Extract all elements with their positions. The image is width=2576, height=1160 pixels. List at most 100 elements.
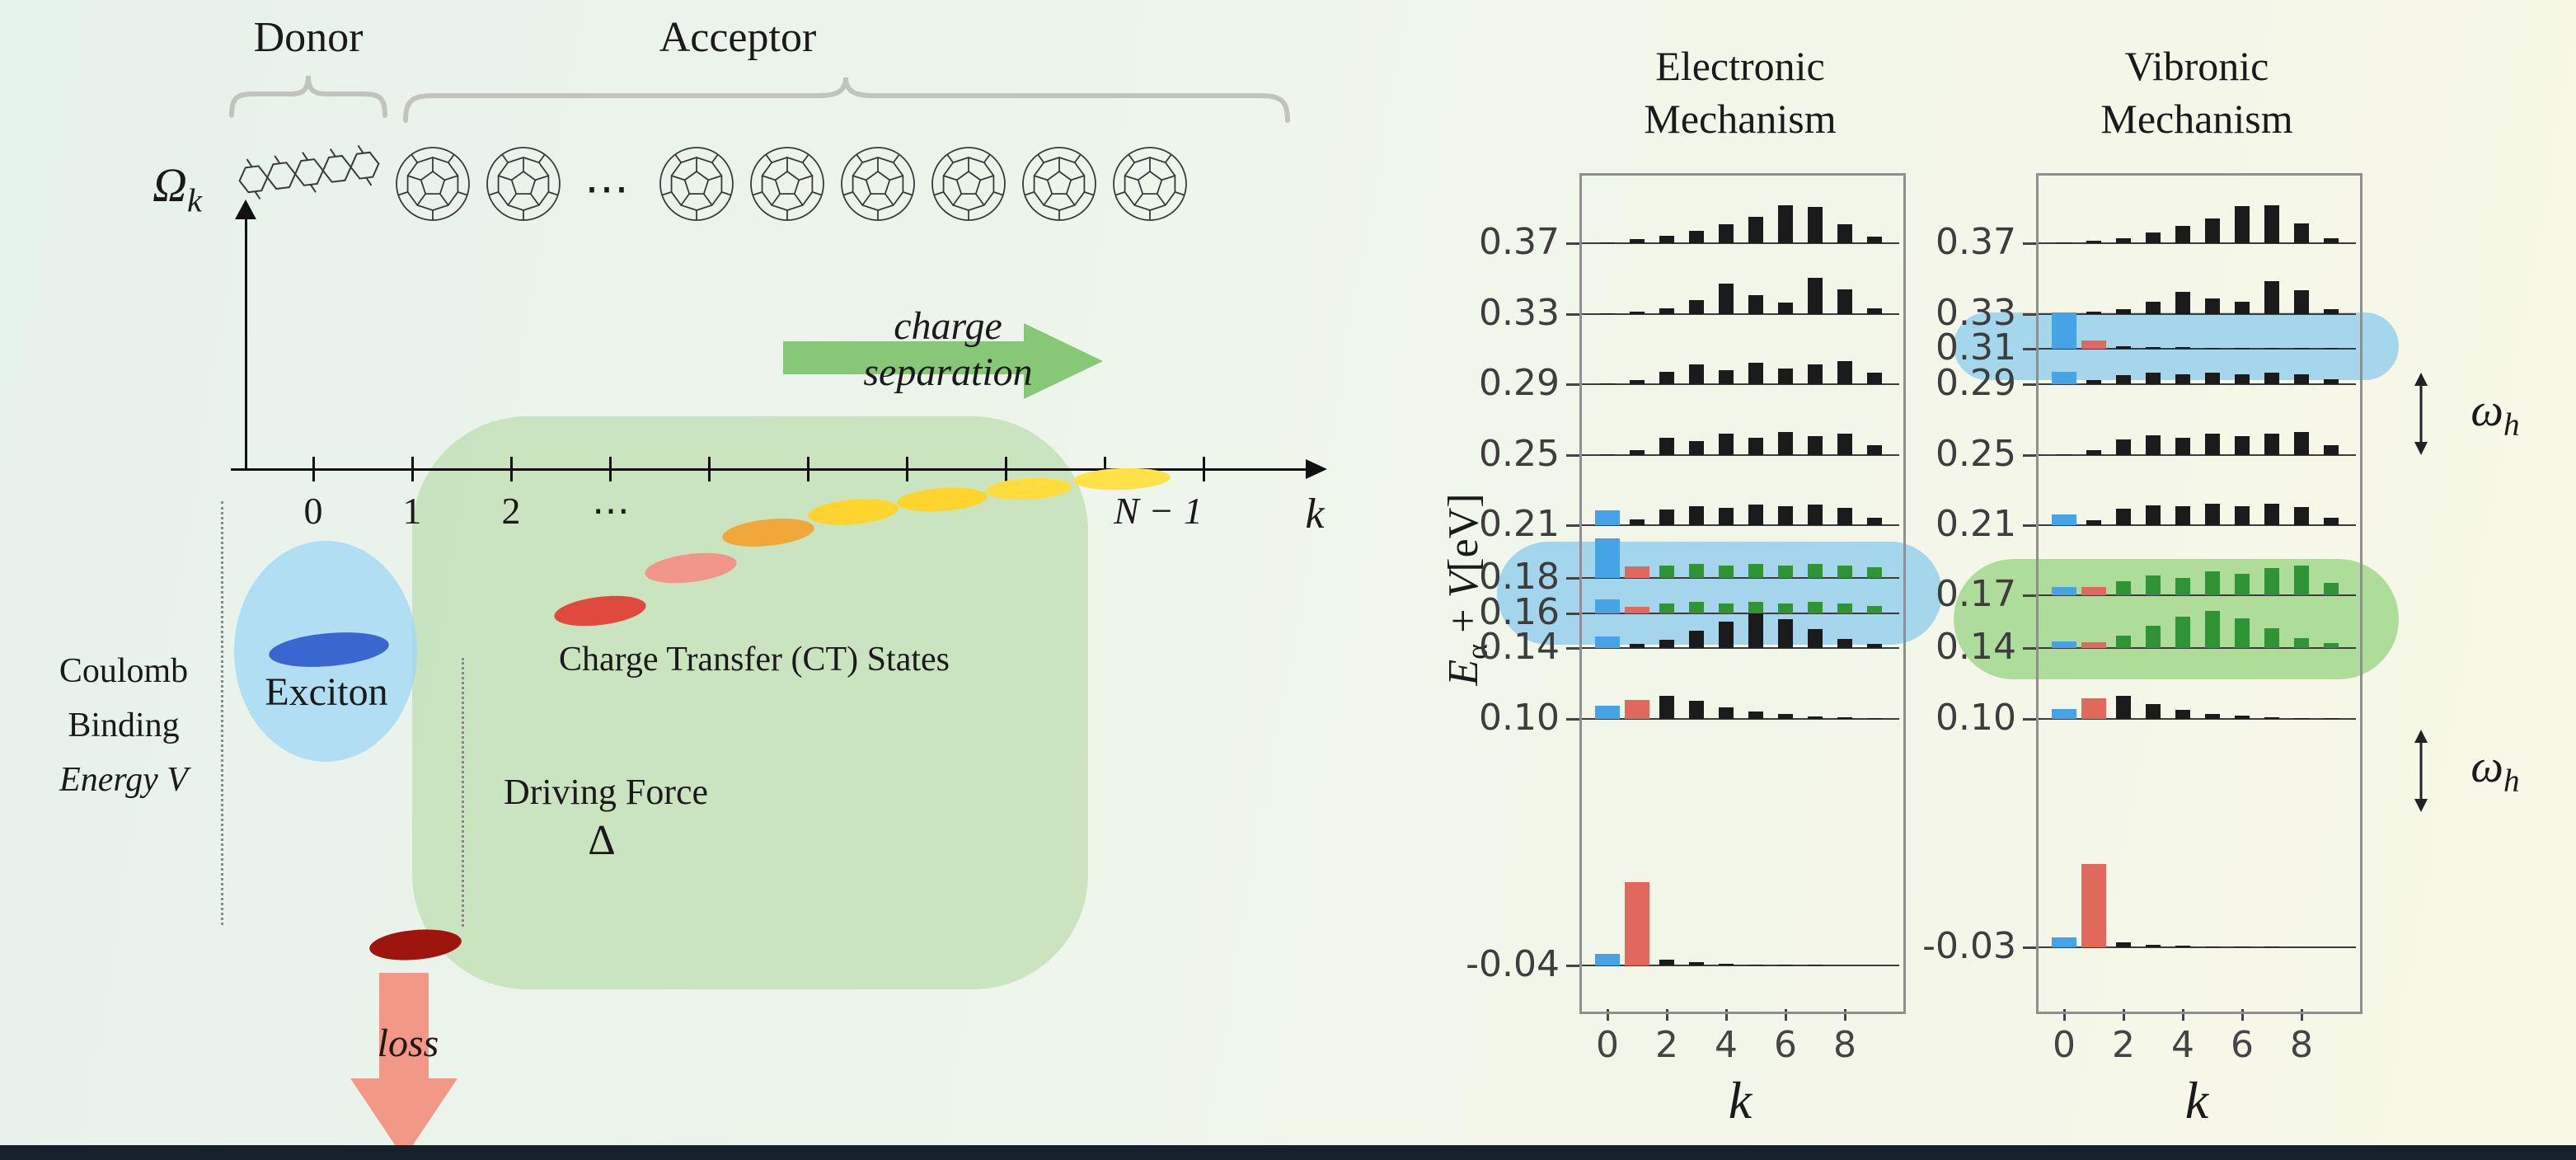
highlight-blue [1954, 312, 2399, 381]
bar-b [2052, 641, 2076, 649]
y-axis-arrowhead-icon [235, 200, 256, 219]
bar-g [2175, 617, 2190, 649]
bar-k [1778, 369, 1793, 385]
spectrum-baseline [1581, 717, 1899, 720]
x-tick-mark [1607, 1009, 1609, 1021]
bar-k [2235, 206, 2250, 244]
x-axis-tick-1 [411, 457, 414, 481]
bar-k [2264, 946, 2279, 948]
bar-k [1748, 437, 1763, 455]
bar-k [1689, 505, 1704, 525]
bar-r [1625, 699, 1649, 719]
bar-b [1595, 636, 1620, 649]
bar-g [1659, 565, 1674, 578]
x-tick-label: 4 [1715, 1024, 1738, 1066]
bar-k [2294, 289, 2309, 314]
bar-g [1837, 603, 1852, 613]
y-tick-mark [1566, 647, 1579, 650]
bar-k [2294, 717, 2309, 719]
donor-molecule-icon [238, 144, 380, 200]
spectrum-baseline [2038, 348, 2356, 350]
omega-arrow-2-icon [2414, 730, 2428, 812]
bar-k [2175, 291, 2190, 314]
bar-k [1630, 239, 1645, 244]
x-tick-label: 8 [1833, 1024, 1856, 1066]
coulomb-label-1: Coulomb [59, 652, 189, 690]
bar-k [1808, 716, 1823, 719]
bar-k [2086, 380, 2101, 385]
bar-g [2294, 566, 2309, 596]
bar-k [1808, 277, 1823, 314]
y-tick-label: 0.33 [1479, 291, 1560, 334]
spectrum-baseline [2038, 946, 2356, 949]
y-tick-mark [1566, 453, 1579, 457]
bar-k [1630, 449, 1645, 455]
bar-k [1837, 433, 1852, 455]
bar-k [1689, 299, 1704, 314]
spectrum-baseline [2038, 453, 2356, 456]
bar-k [1630, 644, 1645, 649]
x-axis-tick-3 [609, 457, 612, 481]
y-tick-label: 0.37 [1936, 221, 2016, 264]
coulomb-label-3: Energy V [59, 761, 188, 799]
bar-k [1778, 619, 1793, 649]
bar-k [1659, 509, 1674, 525]
loss-arrow [350, 973, 457, 1158]
bar-k [1630, 311, 1645, 314]
bar-k [1808, 435, 1823, 455]
bar-r [1625, 606, 1649, 613]
x-tick-label: 0 [1596, 1024, 1619, 1066]
bar-g [2235, 618, 2250, 649]
bar-k [2146, 945, 2161, 948]
omega2-symbol: ω [2470, 741, 2503, 792]
bar-b [2052, 372, 2076, 385]
y-tick-label: 0.21 [1479, 502, 1560, 545]
bar-k [2146, 505, 2161, 525]
bar-k [1867, 644, 1882, 649]
bar-k [2324, 308, 2339, 314]
spectrum-baseline [2038, 383, 2356, 386]
chart2-title-line1: Vibronic [2124, 43, 2269, 89]
bar-k [2205, 946, 2220, 948]
bar-k [1837, 289, 1852, 314]
y-tick-label: 0.21 [1936, 502, 2016, 545]
bar-g [1689, 563, 1704, 578]
bar-k [1778, 431, 1793, 455]
x-axis-tick-6 [906, 457, 908, 481]
bar-k [1867, 444, 1882, 455]
bar-g [1808, 601, 1823, 613]
bar-b [1595, 538, 1620, 578]
ct-states-label: Charge Transfer (CT) States [559, 641, 950, 679]
bar-k [2294, 506, 2309, 525]
charge-separation-arrow [783, 323, 1103, 399]
bar-k [2205, 348, 2220, 350]
spectrum-baseline [1581, 612, 1899, 614]
bar-k [1778, 713, 1793, 719]
bar-g [2235, 574, 2250, 596]
y-tick-mark [2023, 647, 2036, 650]
x-tick-label: 8 [2290, 1024, 2313, 1066]
bar-k [1659, 695, 1674, 719]
bar-k [2235, 505, 2250, 525]
bar-k [1867, 717, 1882, 719]
y-tick-mark [1566, 612, 1579, 615]
bar-k [2175, 505, 2190, 525]
y-tick-mark [1566, 964, 1579, 967]
y-tick-label: 0.16 [1479, 590, 1560, 633]
bar-k [1748, 363, 1763, 385]
bar-k [2235, 301, 2250, 314]
y-tick-mark [1566, 576, 1579, 580]
bar-k [2294, 374, 2309, 385]
y-tick-label: 0.18 [1479, 555, 1560, 598]
bar-k [2116, 695, 2131, 719]
y-tick-label: 0.25 [1936, 432, 2016, 475]
bar-k [1689, 961, 1704, 965]
bar-k [2264, 373, 2279, 385]
bar-k [1719, 370, 1734, 385]
x-axis-tick-9 [1203, 457, 1205, 481]
bar-g [2116, 581, 2131, 596]
bar-r [2081, 864, 2106, 948]
y-tick-mark [2023, 242, 2036, 246]
bar-k [1659, 959, 1674, 965]
